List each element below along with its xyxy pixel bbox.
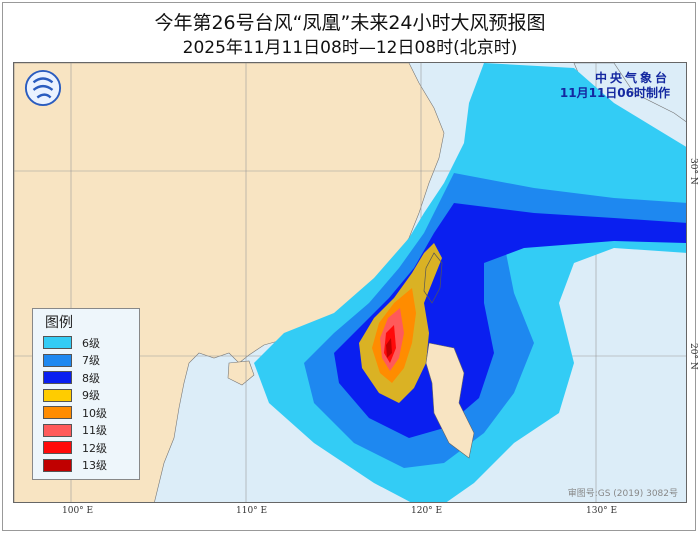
lat-label-20: 20° N: [688, 343, 698, 370]
legend: 图例 6级 7级 8级 9级 10级 11级 12级 13级: [32, 308, 140, 480]
land-hainan: [227, 360, 255, 386]
legend-swatch: [43, 371, 72, 385]
cma-logo: [24, 69, 62, 107]
legend-swatch: [43, 441, 72, 455]
legend-title: 图例: [45, 315, 73, 331]
legend-label: 7级: [82, 354, 100, 368]
legend-label: 12级: [82, 441, 107, 455]
lat-label-30: 30° N: [688, 158, 698, 185]
legend-label: 9级: [82, 389, 100, 403]
lon-label-130: 130° E: [586, 506, 618, 516]
wind-area-13: [386, 338, 392, 358]
legend-swatch: [43, 336, 72, 350]
legend-item: 12级: [43, 439, 139, 457]
legend-swatch: [43, 406, 72, 420]
land-taiwan: [423, 252, 443, 304]
legend-item: 9级: [43, 387, 139, 405]
legend-label: 13级: [82, 459, 107, 473]
legend-label: 10级: [82, 406, 107, 420]
wind-forecast-map: 中央气象台 11月11日06时制作 图例 6级 7级 8级 9级 10级 11级 12级 13…: [13, 62, 687, 503]
legend-swatch: [43, 423, 72, 437]
map-title: 今年第26号台风“凤凰”未来24小时大风预报图: [154, 12, 546, 34]
lon-label-110: 110° E: [236, 506, 268, 516]
legend-swatch: [43, 458, 72, 472]
issue-time: 11月11日06时制作: [559, 86, 670, 100]
legend-swatch: [43, 388, 72, 402]
land-luzon: [425, 342, 475, 459]
map-subtitle: 2025年11月11日08时—12日08时(北京时): [182, 38, 518, 58]
legend-item: 11级: [43, 422, 139, 440]
agency-stamp: 中央气象台 11月11日06时制作: [560, 71, 670, 101]
legend-label: 8级: [82, 371, 100, 385]
lon-label-100: 100° E: [62, 506, 94, 516]
legend-label: 11级: [82, 424, 107, 438]
legend-item: 7级: [43, 352, 139, 370]
map-review-number: 审图号:GS (2019) 3082号: [567, 489, 678, 499]
legend-item: 13级: [43, 457, 139, 475]
legend-label: 6级: [82, 336, 100, 350]
legend-item: 6级: [43, 334, 139, 352]
legend-item: 10级: [43, 404, 139, 422]
legend-item: 8级: [43, 369, 139, 387]
lon-label-120: 120° E: [411, 506, 443, 516]
agency-name: 中央气象台: [594, 71, 670, 85]
legend-swatch: [43, 353, 72, 367]
